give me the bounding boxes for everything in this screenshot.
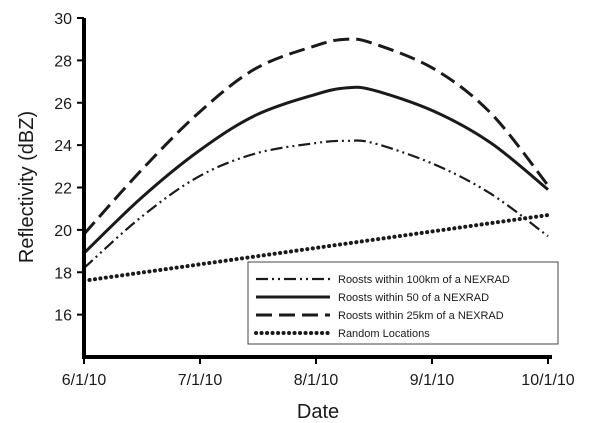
x-tick-marks xyxy=(83,357,549,364)
legend-label-1: Roosts within 100km of a NEXRAD xyxy=(338,274,510,286)
y-tick-label: 18 xyxy=(54,265,72,282)
y-tick-label: 22 xyxy=(54,181,72,198)
x-tick-label: 9/1/10 xyxy=(410,372,455,389)
legend-label-3: Roosts within 25km of a NEXRAD xyxy=(338,310,504,322)
legend: Roosts within 100km of a NEXRAD Roosts wi… xyxy=(247,261,559,345)
y-tick-labels: 16 18 20 22 24 26 28 30 xyxy=(54,11,72,325)
series-line-4 xyxy=(82,213,550,283)
x-axis-title: Date xyxy=(297,401,339,423)
y-tick-label: 30 xyxy=(54,11,72,28)
x-tick-label: 7/1/10 xyxy=(178,372,223,389)
y-axis-title: Reflectivity (dBZ) xyxy=(16,111,38,263)
y-tick-label: 26 xyxy=(54,96,72,113)
x-tick-label: 6/1/10 xyxy=(62,372,107,389)
x-tick-labels: 6/1/10 7/1/10 8/1/10 9/1/10 10/1/10 xyxy=(62,372,575,389)
legend-label-4: Random Locations xyxy=(338,328,430,340)
y-tick-label: 28 xyxy=(54,53,72,70)
series-line-1 xyxy=(83,139,549,269)
x-tick-label: 10/1/10 xyxy=(521,372,574,389)
legend-label-2: Roosts within 50 of a NEXRAD xyxy=(338,292,489,304)
y-tick-label: 16 xyxy=(54,308,72,325)
y-tick-label: 24 xyxy=(54,138,72,155)
y-tick-label: 20 xyxy=(54,223,72,240)
series-layer xyxy=(82,37,550,283)
legend-entries: Roosts within 100km of a NEXRAD Roosts wi… xyxy=(254,274,510,340)
y-tick-marks xyxy=(77,17,84,316)
series-line-2 xyxy=(82,85,549,255)
legend-box xyxy=(247,261,559,345)
series-line-3 xyxy=(82,37,550,236)
x-tick-label: 8/1/10 xyxy=(294,372,339,389)
